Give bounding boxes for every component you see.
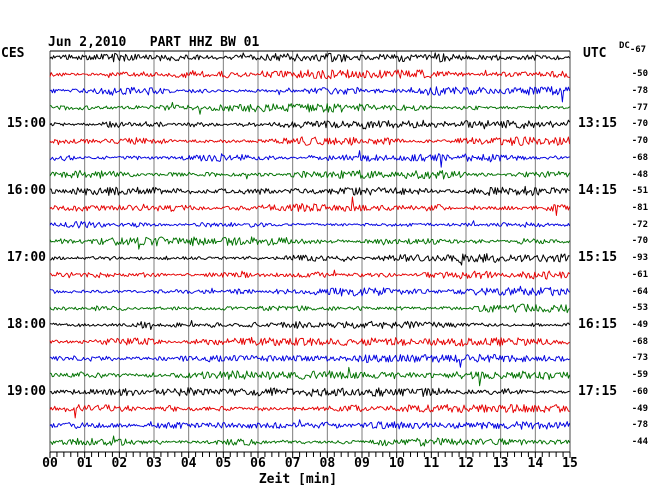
x-axis-tick-label: 07 — [284, 456, 301, 471]
dc-offset-value: -48 — [631, 169, 648, 180]
dc-offset-value: -51 — [631, 186, 648, 197]
x-axis-tick-label: 08 — [319, 456, 336, 471]
dc-offset-value: -77 — [631, 102, 648, 113]
x-axis-tick-label: 11 — [423, 456, 440, 471]
dc-offset-value: -49 — [631, 320, 648, 331]
seismogram-trace-blue — [49, 353, 570, 368]
utc-time-label: 17:15 — [578, 383, 618, 399]
dc-offset-value: -64 — [631, 286, 648, 297]
right-timezone-label: UTC — [583, 46, 607, 61]
seismogram-trace-red — [49, 336, 570, 347]
x-axis-tick-label: 09 — [354, 456, 370, 471]
page-title: Jun 2,2010 PART HHZ BW 01 — [48, 35, 260, 50]
dc-offset-value: -70 — [631, 119, 648, 130]
seismogram-trace-black — [49, 253, 570, 266]
seismogram-trace-red — [49, 69, 570, 80]
dc-offset-value: -59 — [631, 370, 648, 381]
x-axis-tick-label: 12 — [458, 456, 474, 471]
seismogram-trace-blue — [49, 86, 571, 103]
dc-offset-value: -93 — [631, 253, 648, 264]
x-axis-tick-label: 10 — [388, 456, 405, 471]
seismogram-trace-red — [49, 269, 570, 280]
x-axis-tick-label: 14 — [527, 456, 544, 471]
seismogram-trace-green — [49, 236, 571, 250]
utc-time-label: 16:15 — [578, 317, 618, 333]
dc-offset-value: -44 — [631, 437, 648, 448]
local-time-label: 18:00 — [6, 317, 46, 333]
x-axis-tick-label: 00 — [42, 456, 58, 471]
dc-value-first: -67 — [629, 45, 647, 55]
seismogram-trace-green — [49, 435, 571, 447]
seismogram-trace-green — [49, 169, 571, 180]
seismogram-trace-blue — [49, 285, 570, 297]
dc-offset-value: -72 — [631, 219, 648, 230]
utc-time-label: 15:15 — [578, 250, 618, 266]
local-time-label: 17:00 — [6, 250, 46, 266]
x-axis-tick-label: 15 — [562, 456, 578, 471]
seismogram-trace-green — [49, 101, 570, 115]
x-axis-tick-label: 06 — [250, 456, 266, 471]
dc-offset-value: -70 — [631, 136, 648, 147]
dc-offset-value: -68 — [631, 336, 648, 347]
dc-offset-value: -78 — [631, 420, 648, 431]
seismogram-trace-red — [49, 404, 570, 419]
utc-time-label: 13:15 — [578, 116, 618, 132]
x-axis-tick-label: 02 — [111, 456, 128, 471]
local-time-label: 16:00 — [6, 183, 46, 199]
seismogram-trace-black — [49, 52, 571, 63]
seismogram-trace-black — [49, 119, 571, 130]
local-time-label: 19:00 — [6, 383, 46, 399]
seismogram-trace-black — [50, 320, 571, 330]
dc-offset-value: -60 — [631, 386, 648, 397]
seismogram-trace-blue — [49, 150, 570, 168]
dc-offset-header: DC-67 — [619, 41, 646, 55]
seismogram-trace-red — [49, 136, 571, 146]
x-axis-tick-label: 05 — [215, 456, 232, 471]
x-axis-tick-label: 01 — [76, 456, 93, 471]
dc-offset-value: -81 — [631, 202, 648, 213]
dc-offset-value: -49 — [631, 403, 648, 414]
x-axis-tick-label: 03 — [146, 456, 162, 471]
x-axis-tick-label: 13 — [492, 456, 509, 471]
seismogram-trace-green — [49, 366, 571, 387]
seismogram-trace-black — [49, 185, 570, 197]
left-timezone-label: CES — [1, 46, 25, 61]
dc-offset-value: -78 — [631, 85, 648, 96]
seismogram-trace-blue — [49, 220, 571, 229]
seismogram-trace-red — [49, 196, 571, 216]
seismogram-trace-blue — [49, 419, 571, 430]
seismogram-trace-black — [49, 387, 570, 397]
dc-offset-value: -50 — [631, 69, 648, 80]
local-time-label: 15:00 — [6, 116, 46, 132]
dc-offset-value: -53 — [631, 303, 648, 314]
x-axis-label: Zeit [min] — [258, 472, 338, 487]
seismogram-trace-green — [49, 303, 570, 314]
utc-time-label: 14:15 — [578, 183, 618, 199]
x-axis-tick-label: 04 — [180, 456, 197, 471]
dc-offset-value: -68 — [631, 152, 648, 163]
dc-offset-value: -70 — [631, 236, 648, 247]
dc-label: DC — [619, 41, 630, 51]
dc-offset-value: -73 — [631, 353, 648, 364]
dc-offset-value: -61 — [631, 269, 648, 280]
